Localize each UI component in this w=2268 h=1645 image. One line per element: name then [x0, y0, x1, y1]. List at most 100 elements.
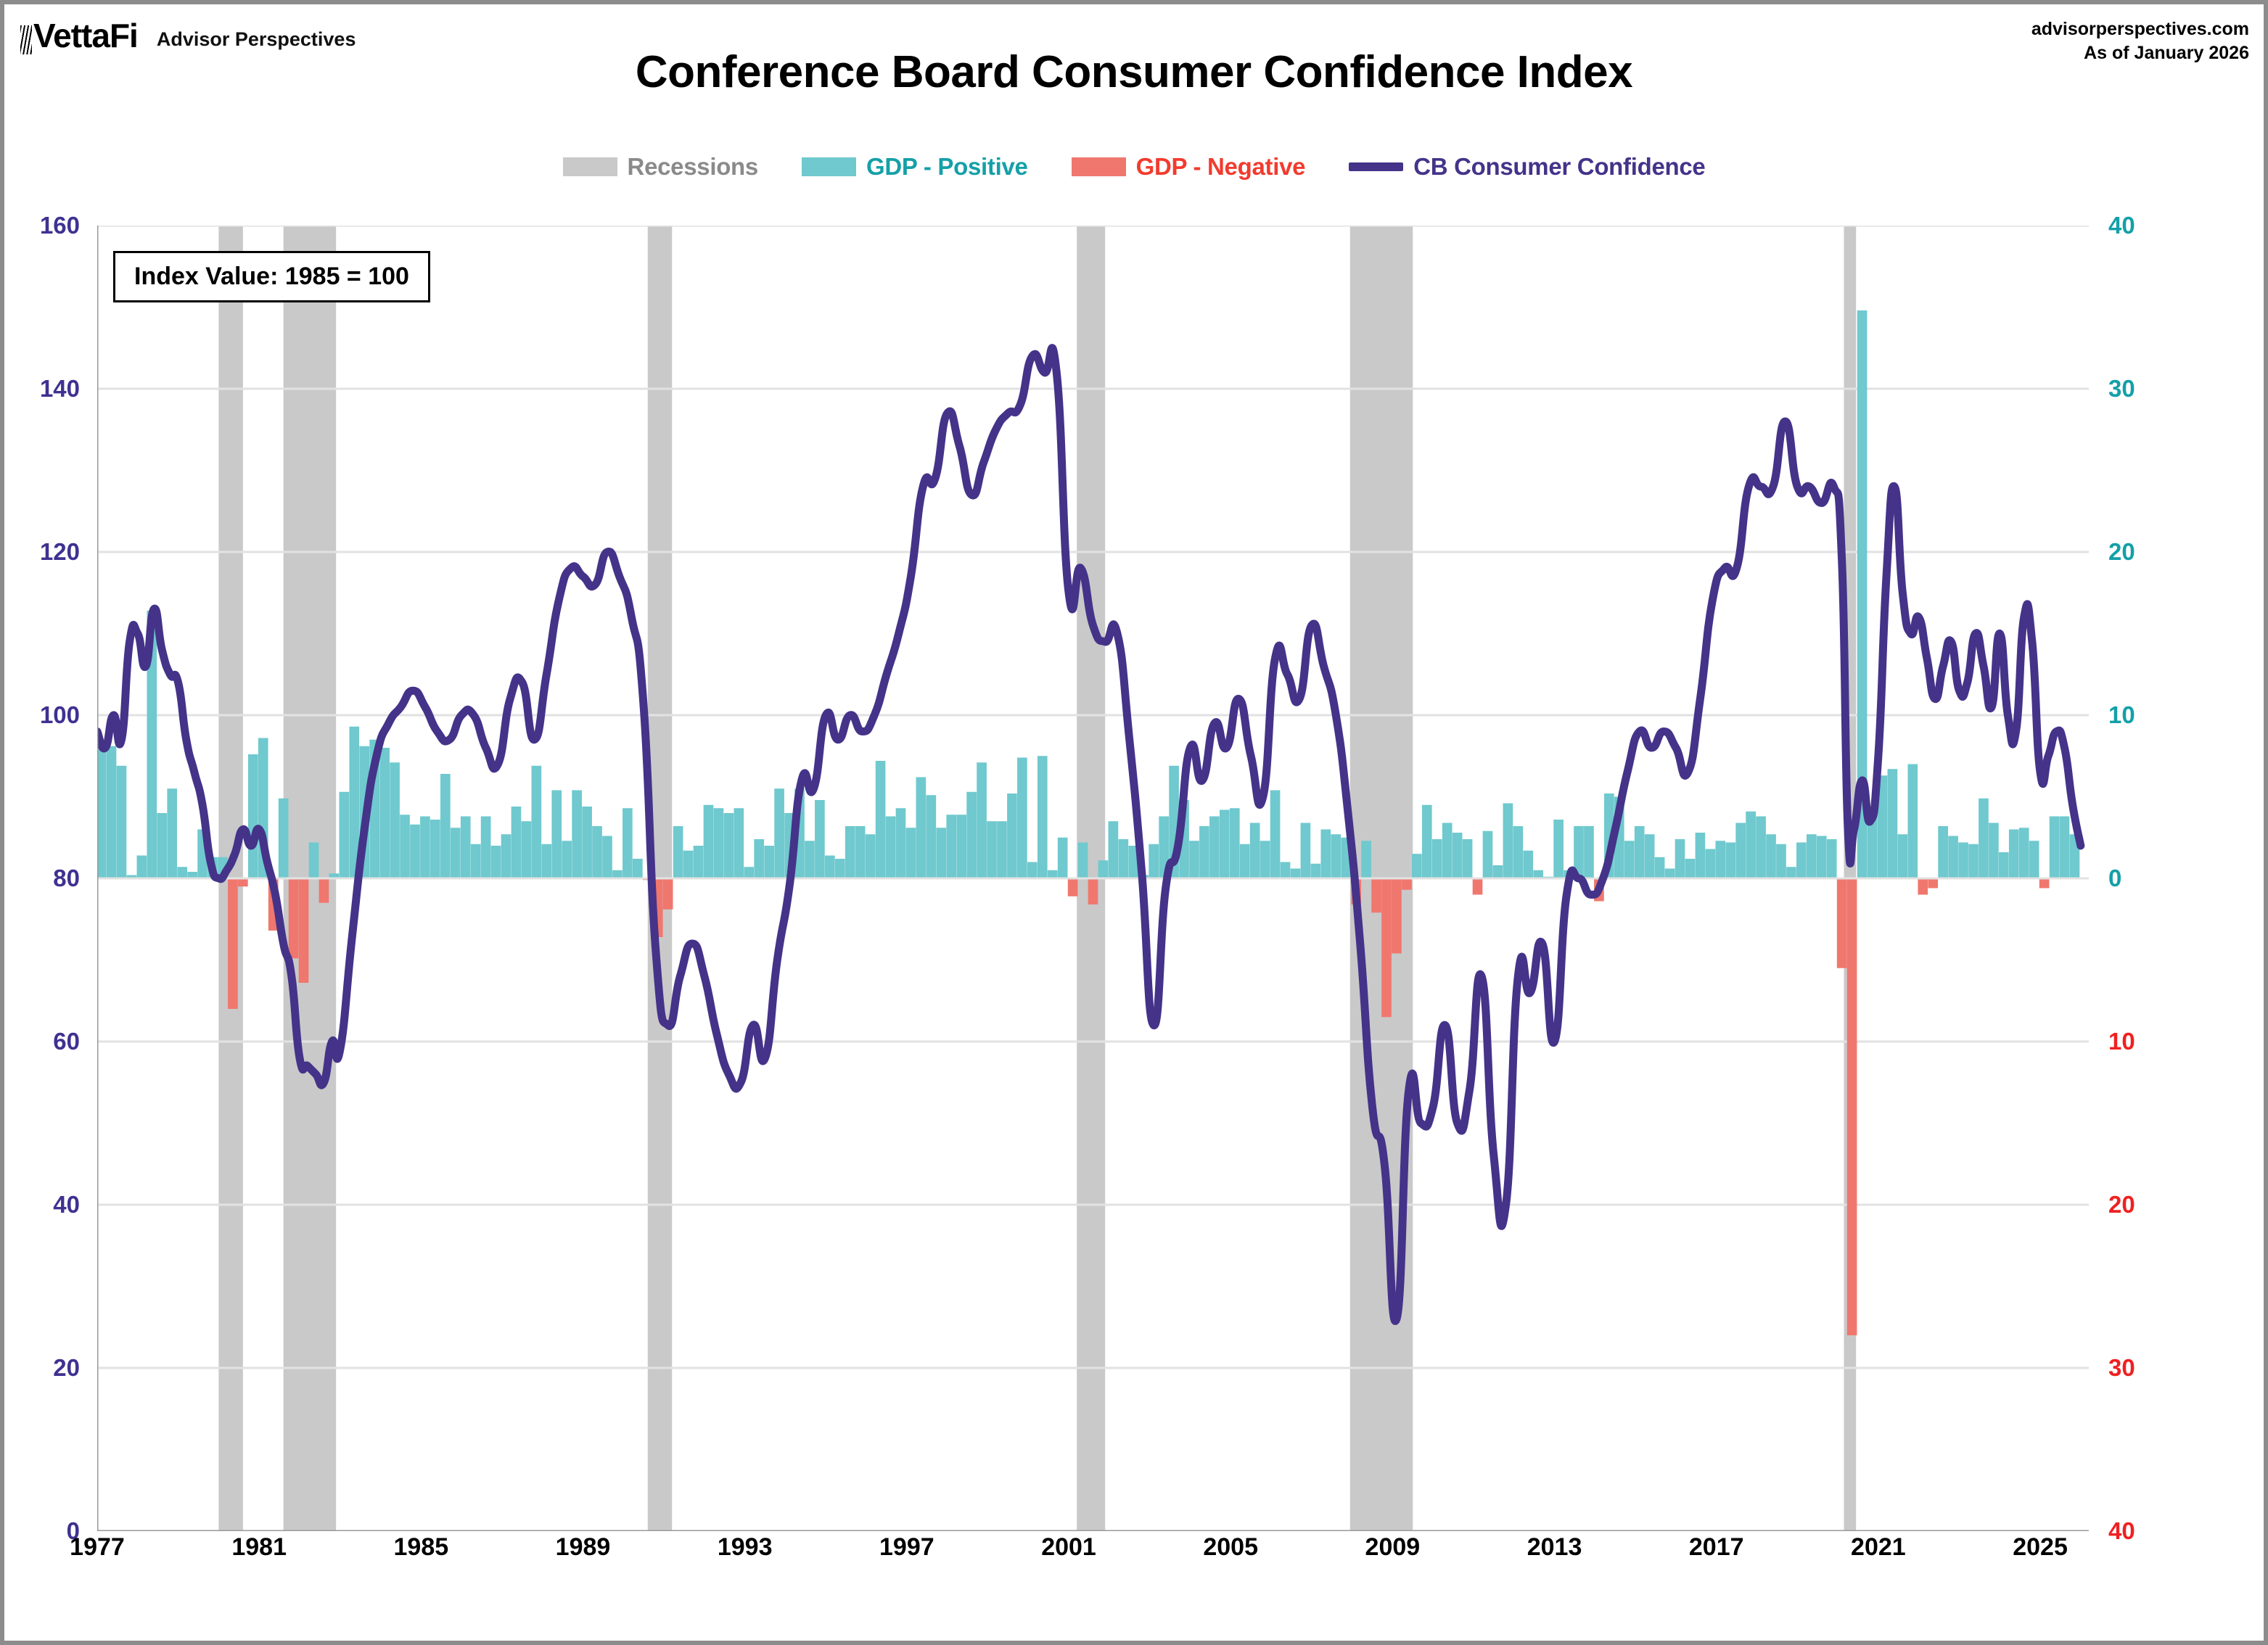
- chart-legend: Recessions GDP - Positive GDP - Negative CB…: [4, 153, 2264, 181]
- gdp-bar-15: [247, 754, 258, 878]
- gdp-bar-35: [450, 828, 461, 878]
- gdp-bar-171: [1826, 839, 1837, 878]
- legend-label: CB Consumer Confidence: [1413, 153, 1706, 180]
- gdp-bar-169: [1806, 834, 1817, 878]
- gdp-bar-74: [845, 826, 855, 878]
- gdp-bar-78: [885, 816, 896, 878]
- gdp-bar-159: [1705, 849, 1716, 878]
- gdp-bar-98: [1088, 878, 1098, 904]
- gdp-bar-8: [177, 867, 187, 878]
- gdp-bar-187: [1989, 822, 1999, 878]
- gdp-bar-90: [1007, 793, 1017, 878]
- gdp-bar-155: [1664, 868, 1675, 878]
- gdp-bar-33: [430, 820, 440, 878]
- brand-logo: VettaFi Advisor Perspectives: [20, 19, 356, 54]
- gdp-bar-141: [1523, 850, 1534, 878]
- gdp-bar-46: [562, 841, 572, 878]
- gdp-bar-81: [916, 777, 926, 878]
- gdp-bar-29: [390, 762, 400, 878]
- gdp-bar-176: [1877, 775, 1888, 878]
- left-y-axis: 0 20 40 60 80 100 120 140 160: [4, 212, 90, 1544]
- gdp-bar-133: [1442, 822, 1453, 878]
- gdp-bar-160: [1715, 841, 1726, 878]
- x-axis-tick-2021: 2021: [1851, 1533, 1906, 1561]
- gdp-bar-14: [238, 878, 248, 887]
- index-base-annotation: Index Value: 1985 = 100: [113, 251, 430, 302]
- gdp-bar-144: [1553, 820, 1564, 878]
- legend-item-2: GDP - Negative: [1071, 153, 1305, 181]
- gdp-bar-190: [2018, 828, 2029, 878]
- x-axis-tick-1981: 1981: [231, 1533, 287, 1561]
- gdp-bar-153: [1644, 834, 1655, 878]
- right-axis-tick-5: 10: [2108, 1028, 2135, 1055]
- gdp-bar-20: [298, 878, 309, 983]
- gdp-bar-25: [349, 726, 360, 878]
- gdp-bar-167: [1786, 867, 1796, 878]
- gdp-bar-1: [106, 746, 117, 878]
- gdp-bar-75: [855, 826, 866, 878]
- gdp-bar-31: [410, 824, 420, 878]
- gdp-bar-48: [582, 807, 592, 878]
- gdp-bar-154: [1654, 857, 1665, 878]
- gdp-bar-64: [744, 867, 755, 878]
- gdp-bar-13: [228, 878, 238, 1009]
- left-axis-tick-20: 20: [53, 1354, 80, 1381]
- gdp-bar-189: [2008, 829, 2019, 878]
- gdp-bar-186: [1979, 798, 1989, 878]
- gdp-bar-95: [1057, 837, 1068, 878]
- legend-swatch-icon: [1349, 162, 1404, 171]
- brand-subtitle: Advisor Perspectives: [156, 28, 356, 50]
- gdp-bar-134: [1452, 833, 1463, 878]
- legend-item-3: CB Consumer Confidence: [1349, 153, 1706, 181]
- gdp-bar-73: [834, 859, 845, 878]
- gdp-bar-128: [1392, 878, 1402, 954]
- cb-consumer-confidence-line: [97, 344, 2085, 1325]
- gdp-bar-87: [977, 762, 987, 878]
- gdp-bar-181: [1928, 878, 1939, 889]
- gdp-bar-36: [460, 816, 471, 878]
- gdp-bar-4: [136, 855, 147, 878]
- gdp-bar-182: [1938, 826, 1948, 878]
- gdp-bar-32: [420, 816, 430, 878]
- source-website: advisorperspectives.com: [2031, 19, 2249, 39]
- gdp-bar-91: [1017, 757, 1027, 878]
- right-axis-tick-0: 40: [2108, 212, 2135, 239]
- legend-swatch-icon: [801, 157, 856, 176]
- gdp-bar-142: [1533, 870, 1544, 878]
- gdp-bar-44: [541, 844, 552, 878]
- gdp-bar-136: [1472, 878, 1483, 895]
- gdp-bar-62: [723, 813, 734, 878]
- gdp-bar-188: [1999, 852, 2009, 878]
- gdp-bar-163: [1746, 811, 1756, 878]
- page-title: Conference Board Consumer Confidence Ind…: [635, 47, 1633, 97]
- gdp-bar-109: [1199, 826, 1209, 878]
- gdp-bar-102: [1128, 846, 1139, 878]
- x-axis: 1977 1981 1985 1989 1993 1997 2001 2005 2009 2013…: [4, 1533, 2264, 1584]
- gdp-bar-158: [1695, 833, 1706, 878]
- source-attribution: advisorperspectives.com As of January 20…: [2031, 17, 2249, 65]
- gdp-bar-28: [379, 748, 390, 878]
- page-header: VettaFi Advisor Perspectives advisorpers…: [4, 4, 2264, 135]
- gdp-bar-51: [612, 870, 623, 878]
- gdp-bar-157: [1685, 859, 1696, 878]
- gdp-bar-71: [815, 800, 825, 878]
- gdp-bar-172: [1836, 878, 1847, 968]
- legend-item-1: GDP - Positive: [801, 153, 1028, 181]
- gdp-bar-19: [288, 878, 299, 959]
- gdp-bar-175: [1867, 809, 1878, 878]
- gdp-bar-77: [875, 761, 886, 878]
- gdp-bar-6: [157, 813, 168, 878]
- right-axis-tick-1: 30: [2108, 375, 2135, 402]
- gdp-bar-84: [946, 815, 957, 878]
- gdp-bar-66: [764, 846, 774, 878]
- gdp-bar-119: [1300, 822, 1311, 878]
- gdp-bar-3: [126, 875, 137, 878]
- gdp-bar-21: [308, 842, 319, 878]
- gdp-bar-126: [1371, 878, 1381, 913]
- gdp-bar-184: [1958, 842, 1968, 878]
- right-axis-tick-2: 20: [2108, 538, 2135, 565]
- right-axis-tick-7: 30: [2108, 1354, 2135, 1381]
- gdp-bar-152: [1634, 826, 1645, 878]
- gdp-bar-89: [997, 821, 1007, 878]
- x-axis-tick-2025: 2025: [2013, 1533, 2068, 1561]
